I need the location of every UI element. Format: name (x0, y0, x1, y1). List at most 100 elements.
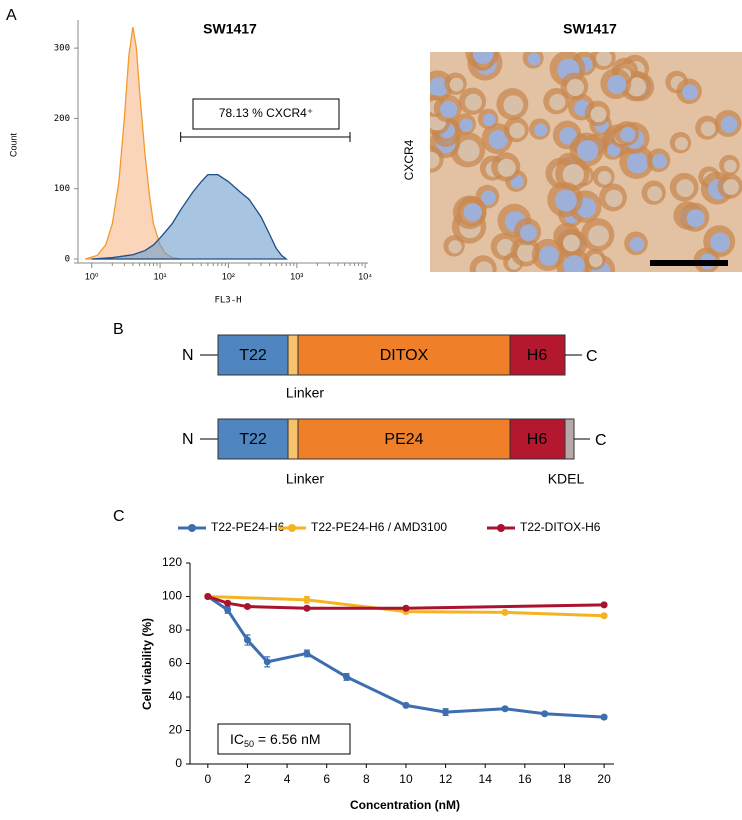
cell-nucleus (627, 77, 647, 97)
terminus-label: C (595, 432, 607, 449)
scale-bar (650, 260, 728, 266)
y-tick-label: 100 (54, 184, 70, 194)
image-title: SW1417 (563, 21, 617, 37)
y-tick-label: 120 (162, 555, 182, 569)
x-tick-label: 14 (479, 772, 493, 786)
panel-label: A (6, 7, 17, 24)
t22-domain (217, 418, 289, 460)
cell-nucleus (710, 232, 731, 253)
cell-nucleus (607, 143, 621, 157)
data-point (402, 604, 410, 612)
histogram-area (84, 26, 181, 260)
cell-nucleus (723, 159, 737, 173)
legend-marker (188, 524, 196, 532)
axis (74, 20, 368, 264)
cell-nucleus (652, 153, 667, 169)
legend-label: T22-PE24-H6 / AMD3100 (311, 520, 447, 534)
cell-nucleus (538, 245, 559, 266)
annotation-subscript: 50 (244, 739, 254, 749)
linker-label: Linker (286, 385, 324, 401)
data-point (402, 701, 410, 709)
x-tick-label: 20 (597, 772, 611, 786)
domain-label: PE24 (384, 431, 423, 448)
domain-label: H6 (527, 347, 548, 364)
y-axis-label: Count (8, 133, 18, 158)
annotation-suffix: = 6.56 nM (254, 731, 321, 747)
cell-nucleus (682, 84, 698, 101)
cell-nucleus (430, 151, 440, 169)
terminus-label: N (182, 347, 194, 364)
annotation-box (217, 723, 351, 755)
data-point (501, 705, 509, 713)
terminus-label: N (182, 431, 194, 448)
x-tick-label: 0 (204, 772, 211, 786)
domain-label: T22 (239, 431, 267, 448)
domain-label: T22 (239, 347, 267, 364)
data-point (224, 606, 232, 614)
cell-nucleus (720, 116, 738, 133)
annotation: 78.13 % CXCR4⁺ (219, 106, 313, 120)
kdel-domain (564, 418, 575, 460)
domain-label: H6 (527, 431, 548, 448)
cell-nucleus (463, 203, 482, 222)
y-tick-label: 80 (169, 622, 183, 636)
cells (430, 52, 742, 272)
chart-title: SW1417 (203, 21, 257, 37)
cell-nucleus (459, 118, 473, 132)
cell-nucleus (554, 189, 577, 212)
y-axis-label: Cell viability (%) (140, 618, 154, 710)
x-tick-label: 10³ (290, 271, 303, 281)
linker-domain (287, 418, 299, 460)
annotation: IC50 = 6.56 nM (230, 731, 321, 750)
data-point (204, 593, 212, 600)
cell-nucleus (509, 122, 525, 139)
gate-bracket (180, 132, 351, 142)
x-tick-label: 10⁰ (85, 271, 99, 281)
cell-nucleus (700, 121, 716, 137)
y-tick-label: 0 (175, 756, 182, 770)
cell-nucleus (465, 93, 482, 111)
cell-nucleus (597, 170, 612, 185)
cell-nucleus (440, 100, 458, 119)
cell-nucleus (481, 190, 496, 206)
cell-nucleus (549, 93, 566, 111)
x-tick-label: 10² (222, 271, 235, 281)
data-point (600, 601, 608, 609)
y-tick-label: 0 (65, 255, 70, 265)
cell-nucleus (449, 77, 464, 92)
y-tick-label: 60 (169, 656, 183, 670)
y-tick-label: 100 (162, 589, 182, 603)
data-point (303, 596, 311, 604)
data-point (263, 658, 271, 666)
data-point (303, 604, 311, 612)
cell-nucleus (482, 113, 496, 127)
cell-nucleus (472, 52, 494, 65)
cell-nucleus (563, 255, 585, 272)
t22-domain (217, 334, 289, 376)
data-point (541, 710, 549, 718)
construct: N T22 DITOX H6 C Linker (182, 334, 598, 401)
cell-nucleus (626, 152, 649, 174)
cell-nucleus (527, 52, 541, 66)
cell-nucleus (577, 140, 599, 162)
data-point (243, 636, 251, 644)
cell-nucleus (566, 78, 584, 97)
data-point (600, 612, 608, 620)
annotation-text: IC (230, 731, 244, 747)
cell-nucleus (589, 253, 603, 268)
data-point (501, 608, 509, 616)
data-point (243, 603, 251, 611)
cell-nucleus (607, 74, 627, 95)
x-tick-label: 10⁴ (358, 271, 372, 281)
x-axis-label: FL3-H (214, 296, 241, 306)
cell-nucleus (723, 179, 739, 195)
annotation-box (192, 98, 340, 130)
data-point (343, 673, 351, 681)
data-point (303, 649, 311, 657)
cell-nucleus (590, 106, 607, 123)
cell-nucleus (503, 95, 524, 115)
data-point (442, 708, 450, 716)
toxin-domain (297, 334, 511, 376)
cell-nucleus (534, 123, 548, 137)
x-tick-label: 4 (284, 772, 291, 786)
